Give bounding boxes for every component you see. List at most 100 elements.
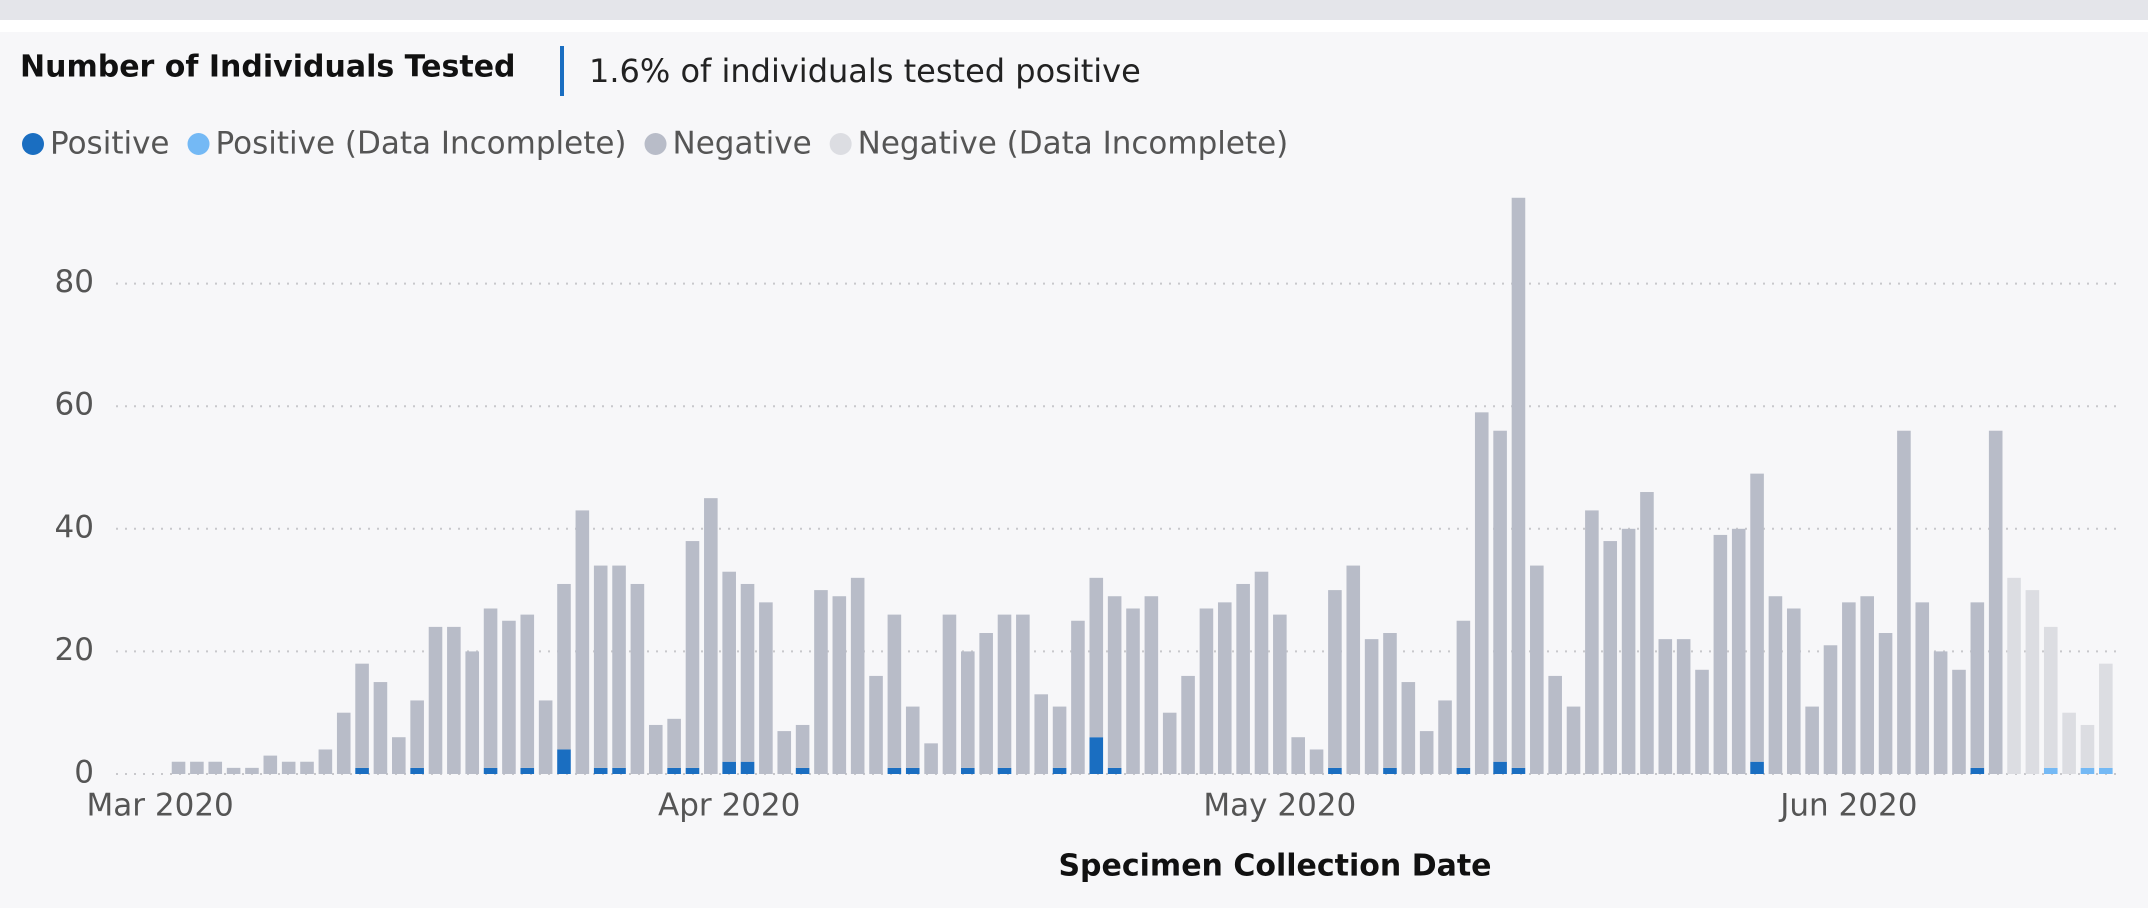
bar-segment: [1511, 197, 1526, 768]
bar-segment: [2062, 712, 2076, 774]
bar-segment: [722, 761, 736, 774]
bar-segment: [1897, 430, 1911, 774]
bar-segment: [685, 541, 700, 768]
bar-segment: [777, 731, 792, 774]
bar-segment: [740, 761, 755, 774]
bar-segment: [1309, 749, 1324, 774]
bar-segment: [869, 675, 883, 774]
bar-segment: [1786, 608, 1801, 774]
bar-segment: [392, 737, 406, 774]
bar-segment: [1511, 767, 1526, 774]
bar-segment: [942, 614, 957, 774]
bar-segment: [1493, 430, 1507, 762]
bar-segment: [263, 755, 278, 774]
bar-segment: [1842, 602, 1856, 774]
bar-segment: [1383, 633, 1397, 768]
bar-segment: [355, 663, 369, 768]
bar-segment: [2080, 767, 2095, 774]
bar-segment: [667, 718, 681, 768]
bar-segment: [1603, 541, 1618, 774]
bar-segment: [593, 565, 608, 768]
bar-segment: [1970, 767, 1985, 774]
bar-segment: [226, 767, 241, 774]
y-tick-label: 40: [55, 509, 94, 545]
bar-segment: [1401, 682, 1416, 774]
legend-label: Negative: [673, 126, 812, 162]
bar-segment: [1126, 608, 1140, 774]
bar-segment: [1566, 706, 1581, 774]
bar-segment: [887, 767, 902, 774]
bar-segment: [2099, 663, 2113, 768]
bar-segment: [2025, 590, 2040, 774]
bar-segment: [300, 761, 314, 774]
bar-segment: [1291, 737, 1305, 774]
legend-marker: [644, 133, 667, 155]
bar-segment: [538, 700, 553, 774]
bar-segment: [814, 590, 828, 774]
bar-segment: [502, 620, 516, 774]
bar-segment: [1016, 614, 1030, 774]
bar-segment: [1952, 669, 1966, 774]
bar-segment: [575, 510, 590, 774]
bar-segment: [1750, 473, 1764, 762]
bar-segment: [373, 682, 388, 774]
bar-segment: [1621, 528, 1636, 774]
bar-segment: [336, 712, 351, 774]
x-tick-label: Apr 2020: [658, 788, 800, 824]
bar-segment: [1052, 767, 1067, 774]
subtitle: 1.6% of individuals tested positive: [589, 52, 1141, 90]
bar-segment: [428, 626, 443, 774]
bar-segment: [171, 761, 186, 774]
bar-segment: [924, 743, 938, 774]
bar-segment: [612, 767, 626, 774]
bar-segment: [1474, 412, 1489, 774]
y-tick-label: 0: [74, 755, 94, 791]
bar-segment: [905, 767, 920, 774]
bar-segment: [410, 767, 424, 774]
bar-segment: [1162, 712, 1177, 774]
bar-segment: [2099, 767, 2113, 774]
chart-title: Number of Individuals Tested: [20, 50, 516, 85]
top-gap: [0, 20, 2148, 32]
bar-segment: [648, 724, 663, 774]
legend-marker: [22, 133, 44, 155]
bar-segment: [1089, 577, 1104, 738]
bar-segment: [1713, 534, 1728, 774]
x-tick-label: Mar 2020: [87, 788, 234, 824]
bar-segment: [1493, 761, 1507, 774]
bar-segment: [1273, 614, 1287, 774]
bar-segment: [1805, 706, 1819, 774]
bar-segment: [1328, 590, 1342, 768]
bar-segment: [1676, 639, 1691, 774]
bar-segment: [520, 767, 535, 774]
top-strip: [0, 0, 2148, 20]
x-axis-title: Specimen Collection Date: [1058, 849, 1491, 884]
bar-segment: [997, 614, 1012, 768]
bar-segment: [1052, 706, 1067, 768]
bar-segment: [667, 767, 681, 774]
bar-segment: [593, 767, 608, 774]
bar-segment: [759, 602, 773, 774]
bar-segment: [1346, 565, 1361, 774]
bar-segment: [1823, 645, 1838, 774]
legend-marker: [187, 133, 210, 155]
bar-segment: [520, 614, 535, 768]
bar-segment: [1236, 583, 1250, 774]
bar-segment: [1383, 767, 1397, 774]
bar-segment: [281, 761, 296, 774]
bar-segment: [722, 571, 736, 762]
divider: [560, 46, 564, 96]
bar-segment: [1548, 675, 1562, 774]
legend-label: Positive: [50, 126, 170, 162]
bar-segment: [832, 596, 847, 774]
bar-segment: [685, 767, 700, 774]
bar-segment: [850, 577, 865, 774]
bar-segment: [795, 724, 810, 768]
bar-segment: [447, 626, 461, 774]
bar-segment: [245, 767, 259, 774]
bar-segment: [961, 767, 975, 774]
bar-segment: [630, 583, 645, 774]
bar-segment: [795, 767, 810, 774]
bar-segment: [355, 767, 369, 774]
bar-segment: [318, 749, 333, 774]
